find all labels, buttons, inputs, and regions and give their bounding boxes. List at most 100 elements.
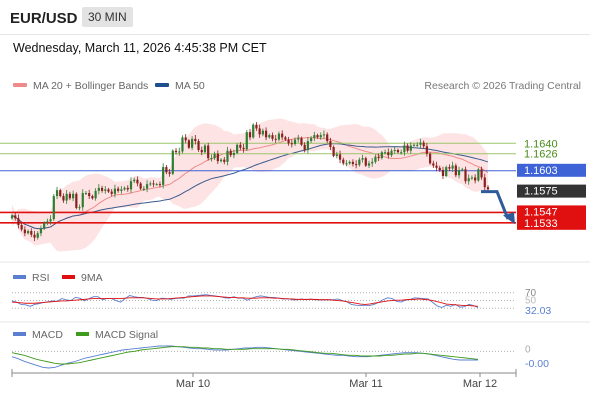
candle [374,154,377,164]
level-badge-1.1547: 1.1547 [517,205,586,219]
candle [281,130,284,141]
candle [26,229,30,235]
candle [364,156,367,167]
candle [194,134,197,145]
candle-body [10,215,14,219]
candle-body [374,156,377,162]
bollinger-band [12,118,488,252]
candle-body [139,183,142,189]
candle [75,192,78,210]
candle-body [377,156,380,159]
candle-body [165,167,168,173]
candle-body [448,167,451,169]
candle-body [371,161,374,164]
candle [438,165,441,172]
candle-body [445,167,448,176]
macd-legend-text: MACD [32,329,63,341]
candle [403,141,406,156]
rsi-legend-swatch [13,275,26,279]
candle [43,221,46,231]
candle [454,163,457,178]
candle [136,176,139,187]
candle [290,139,293,148]
candle-body [393,149,396,151]
candle [59,188,62,198]
candle-body [264,130,268,138]
candle-body [438,167,441,171]
candle [477,167,480,182]
candle-body [104,189,107,191]
candle [390,148,393,158]
candle-body [483,177,486,188]
candle [338,150,342,164]
candle-body [81,193,84,208]
rsi-axis-50: 50 [525,296,537,307]
candle [97,184,100,195]
candle [23,226,26,237]
candle-body [187,140,190,148]
candle-body [380,152,383,159]
candle [342,157,345,166]
candle-body [136,179,139,184]
candle-body [97,187,100,191]
candle [226,146,229,166]
candle-body [158,184,162,186]
candle [239,142,242,151]
candle-body [178,151,181,153]
candle-body [36,233,39,238]
candle-body [168,172,171,174]
candle-body [203,145,207,153]
candle [464,166,467,184]
level-badge-text: 1.1533 [524,218,558,230]
candle-body [68,193,71,199]
candle [113,184,117,198]
candle [367,160,371,169]
candle-body [326,134,329,142]
rsi-current-value: 32.03 [525,305,551,317]
rsi-ma-legend-text: 9MA [81,272,103,284]
candle [470,175,474,181]
candle-body [78,207,81,209]
timeframe-button[interactable]: 30 MIN [82,7,133,27]
level-badge-bg [517,163,586,177]
candle-body [126,187,129,190]
candle [480,166,483,180]
candle [181,135,184,154]
ma20-line [11,137,489,230]
candle-body [409,145,412,151]
macd-signal-legend-text: MACD Signal [95,329,158,341]
candle-body [152,183,155,185]
candle-body [194,138,197,142]
candle [393,146,396,154]
candle [187,138,190,150]
candle [300,136,303,147]
candle-body [348,161,351,164]
candle [332,145,335,158]
candle-body [210,158,213,160]
candle [355,160,358,169]
candle [110,188,113,197]
candle-body [219,159,223,162]
candle [432,160,435,169]
candle-body [162,167,165,185]
candle-body [117,188,120,191]
rsi-axis-70: 70 [525,288,537,299]
candle [62,193,65,203]
level-badge-bg [517,205,586,219]
candle-body [406,145,409,151]
candle [274,134,277,144]
macd-legend: MACD MACD Signal [13,329,158,341]
candle-body [396,149,400,153]
candle [271,132,274,142]
candle-body [213,153,216,159]
candle-body [268,135,271,138]
candle [261,128,264,137]
candle [139,181,142,190]
candle [474,174,477,184]
candle [358,157,361,167]
candle [236,143,239,155]
candle-body [100,187,104,191]
legend-swatch-ma20 [13,83,27,88]
candle-body [46,221,49,223]
candle-body [338,154,342,160]
